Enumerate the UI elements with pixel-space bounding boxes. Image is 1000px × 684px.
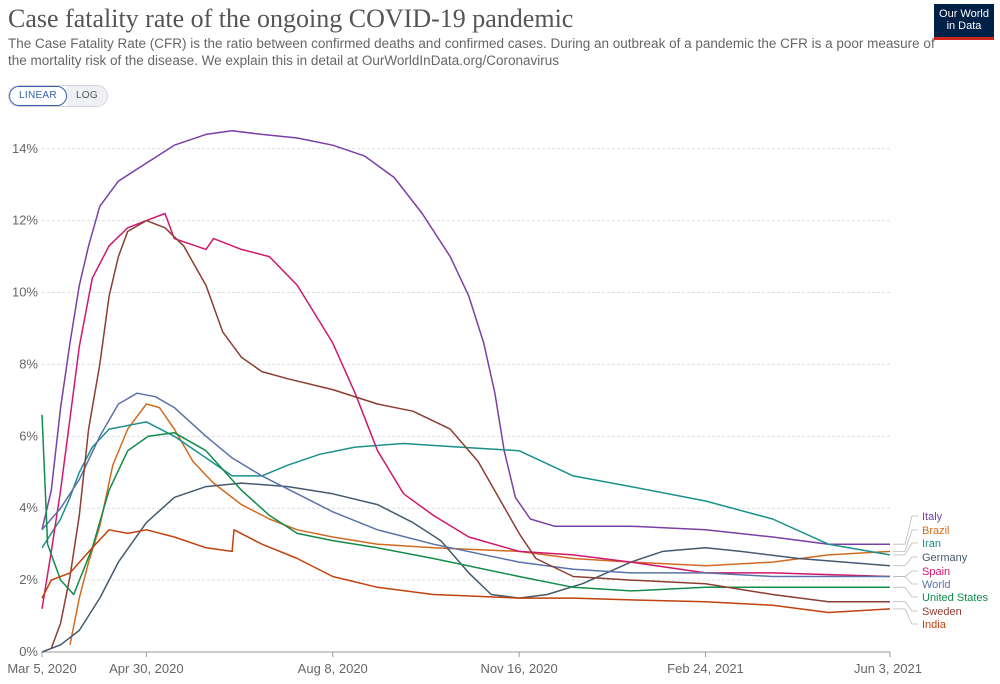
log-scale-button[interactable]: LOG bbox=[66, 86, 107, 106]
legend-label-sweden: Sweden bbox=[922, 606, 962, 618]
legend-label-iran: Iran bbox=[922, 538, 941, 550]
x-tick-label: Feb 24, 2021 bbox=[667, 661, 744, 676]
legend-label-spain: Spain bbox=[922, 566, 950, 578]
x-tick-label: Aug 8, 2020 bbox=[298, 661, 368, 676]
legend-connector bbox=[893, 586, 918, 598]
chart-subtitle: The Case Fatality Rate (CFR) is the rati… bbox=[8, 36, 935, 68]
legend-label-united-states: United States bbox=[922, 592, 989, 604]
legend-connector bbox=[893, 529, 918, 552]
legend-label-world: World bbox=[922, 579, 951, 591]
legend-connector bbox=[893, 576, 918, 585]
series-line-germany bbox=[41, 482, 891, 653]
logo-line-1: Our World bbox=[939, 8, 989, 20]
series-line-world bbox=[41, 392, 890, 578]
legend-label-italy: Italy bbox=[922, 511, 943, 523]
y-tick-label: 2% bbox=[19, 572, 38, 587]
x-tick-label: Nov 16, 2020 bbox=[480, 661, 557, 676]
linear-scale-button[interactable]: LINEAR bbox=[9, 86, 67, 106]
y-tick-label: 4% bbox=[19, 500, 38, 515]
y-tick-label: 6% bbox=[19, 428, 38, 443]
series-line-sweden bbox=[50, 219, 890, 649]
x-tick-label: Jun 3, 2021 bbox=[854, 661, 922, 676]
legend-label-india: India bbox=[922, 619, 947, 631]
legend-connector bbox=[893, 542, 918, 556]
y-tick-label: 12% bbox=[12, 213, 38, 228]
series-line-brazil bbox=[69, 403, 891, 645]
legend-connector bbox=[893, 515, 918, 545]
legend-label-brazil: Brazil bbox=[922, 525, 950, 537]
series-line-spain bbox=[41, 212, 891, 610]
y-tick-label: 8% bbox=[19, 356, 38, 371]
series-line-iran bbox=[41, 421, 891, 556]
legend-connector bbox=[893, 570, 918, 577]
owid-logo[interactable]: Our World in Data bbox=[934, 4, 994, 40]
series-line-italy bbox=[41, 130, 890, 545]
y-tick-label: 0% bbox=[19, 644, 38, 659]
chart-title: Case fatality rate of the ongoing COVID-… bbox=[8, 4, 574, 33]
scale-toggle: LINEAR LOG bbox=[8, 85, 108, 107]
logo-line-2: in Data bbox=[946, 20, 982, 32]
y-tick-label: 10% bbox=[12, 285, 38, 300]
legend-label-germany: Germany bbox=[922, 552, 968, 564]
legend-connector bbox=[893, 556, 918, 567]
legend-connector bbox=[893, 608, 918, 625]
x-tick-label: Mar 5, 2020 bbox=[7, 661, 76, 676]
series-line-india bbox=[41, 529, 891, 614]
x-tick-label: Apr 30, 2020 bbox=[109, 661, 183, 676]
series-line-united-states bbox=[41, 414, 890, 596]
y-tick-label: 14% bbox=[12, 141, 38, 156]
legend-connector bbox=[893, 601, 918, 612]
